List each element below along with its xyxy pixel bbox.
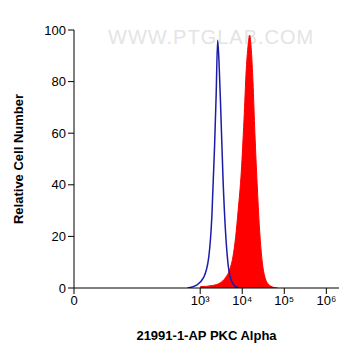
svg-text:60: 60	[52, 126, 66, 141]
svg-text:10⁶: 10⁶	[316, 293, 336, 308]
svg-text:10³: 10³	[191, 293, 210, 308]
svg-text:0: 0	[59, 281, 66, 296]
svg-text:10⁴: 10⁴	[232, 293, 252, 308]
svg-text:20: 20	[52, 229, 66, 244]
svg-text:10⁵: 10⁵	[274, 293, 294, 308]
html-text:WWW.PTGLAB.COM: WWW.PTGLAB.COM	[108, 26, 315, 48]
svg-text:40: 40	[52, 177, 66, 192]
svg-text:80: 80	[52, 74, 66, 89]
svg-text:21991-1-AP PKC Alpha: 21991-1-AP PKC Alpha	[136, 328, 277, 343]
svg-text:Relative Cell Number: Relative Cell Number	[11, 94, 26, 224]
svg-text:0: 0	[70, 293, 77, 308]
svg-text:100: 100	[44, 23, 66, 38]
